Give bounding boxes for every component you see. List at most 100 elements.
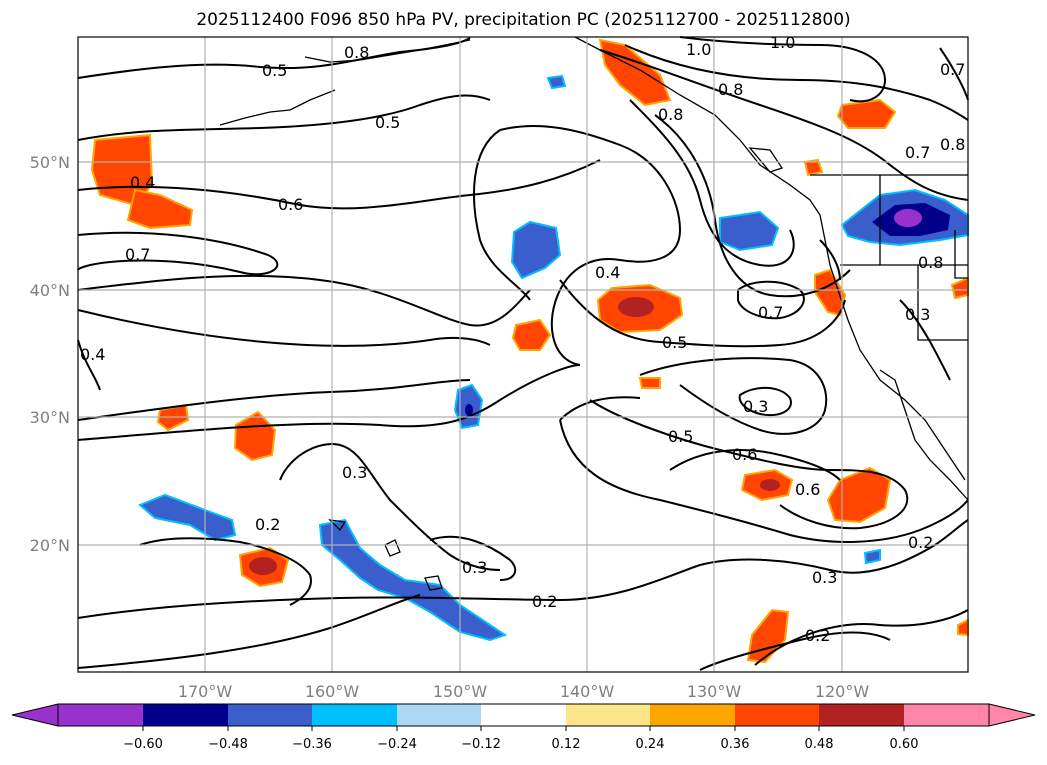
contour-label: 0.3 xyxy=(743,397,768,416)
lat-tick-label: 20°N xyxy=(30,536,70,555)
pv-contour xyxy=(899,299,951,381)
map-title: 2025112400 F096 850 hPa PV, precipitatio… xyxy=(196,10,851,30)
precip-positive-patch xyxy=(826,466,892,524)
pv-contour xyxy=(473,129,531,301)
pv-contour xyxy=(77,37,471,79)
colorbar-segment xyxy=(904,704,989,726)
precip-negative-patch xyxy=(138,493,237,542)
precip-negative-patch xyxy=(510,220,562,280)
contour-label: 0.6 xyxy=(732,445,757,464)
contour-label: 0.3 xyxy=(905,305,930,324)
colorbar-tick-label: 0.12 xyxy=(552,737,581,752)
contour-label: 0.8 xyxy=(344,43,369,62)
lon-tick-label: 150°W xyxy=(433,682,488,701)
island xyxy=(384,539,401,557)
pv-contour xyxy=(939,47,969,101)
precip-positive-core xyxy=(760,479,780,491)
contour-label: 0.5 xyxy=(375,113,400,132)
colorbar-tick-label: −0.60 xyxy=(123,737,163,752)
pv-contour xyxy=(279,443,501,571)
lon-tick-label: 170°W xyxy=(178,682,233,701)
map-frame xyxy=(77,36,969,673)
colorbar: −0.60 −0.48 −0.36 −0.24 −0.12 0.12 0.24 … xyxy=(11,703,1036,752)
precip-negative-patch xyxy=(719,210,780,252)
colorbar-segment xyxy=(566,704,650,726)
precip-negative-patch xyxy=(318,518,508,642)
pv-contour xyxy=(429,535,517,581)
colorbar-segment xyxy=(397,704,481,726)
precip-positive-patch xyxy=(803,158,824,177)
pv-contour xyxy=(77,594,421,669)
contour-label: 0.7 xyxy=(125,245,150,264)
contour-label: 0.2 xyxy=(255,515,280,534)
coastline xyxy=(219,89,336,126)
contour-label: 0.5 xyxy=(662,333,687,352)
pv-contour xyxy=(77,274,531,327)
contour-label: 1.0 xyxy=(770,33,795,52)
colorbar-tick-label: −0.12 xyxy=(461,737,501,752)
graticule xyxy=(78,37,968,672)
pv-contour xyxy=(819,239,841,281)
contour-label: 0.4 xyxy=(80,345,105,364)
colorbar-segment xyxy=(819,704,904,726)
pv-contour xyxy=(77,339,101,391)
colorbar-segment xyxy=(143,704,228,726)
precip-positive-patch xyxy=(950,276,969,300)
island xyxy=(328,519,347,532)
pv-contour xyxy=(559,396,641,421)
pv-contour xyxy=(754,609,969,666)
pv-contour xyxy=(77,159,601,210)
colorbar-segment xyxy=(481,704,566,726)
border xyxy=(954,230,968,279)
precip-positive-core xyxy=(249,557,277,575)
precip-negative-core xyxy=(465,404,473,416)
precip-positive-patch xyxy=(126,188,194,230)
pv-contour xyxy=(77,519,969,619)
precip-positive-core xyxy=(618,297,654,317)
colorbar-extend-high xyxy=(988,703,1036,727)
island xyxy=(748,147,784,173)
pv-contour xyxy=(77,364,581,441)
contour-label: 0.6 xyxy=(278,195,303,214)
lon-tick-labels: 170°W 160°W 150°W 140°W 130°W 120°W xyxy=(178,682,870,701)
pv-contour xyxy=(77,309,491,347)
precip-negative-extreme xyxy=(894,209,922,227)
pv-contour xyxy=(77,94,491,141)
colorbar-segment xyxy=(58,704,143,726)
precip-positive-patch xyxy=(233,410,277,462)
pv-contour xyxy=(589,399,909,530)
colorbar-segment xyxy=(735,704,819,726)
coastline xyxy=(304,39,471,63)
colorbar-tick-label: −0.36 xyxy=(292,737,332,752)
precip-negative-patch xyxy=(546,74,567,90)
colorbar-tick-label: 0.24 xyxy=(636,737,665,752)
pv-contours xyxy=(77,36,969,671)
colorbar-frame xyxy=(57,703,990,727)
lat-tick-label: 40°N xyxy=(30,281,70,300)
contour-label: 0.2 xyxy=(805,626,830,645)
colorbar-segment xyxy=(650,704,735,726)
contour-label: 0.8 xyxy=(658,105,683,124)
pv-contour xyxy=(559,419,969,543)
pv-contour xyxy=(738,386,792,416)
precip-positive-patch xyxy=(638,377,661,389)
pv-contour xyxy=(669,449,841,481)
colorbar-tick-label: 0.36 xyxy=(721,737,750,752)
precip-fills xyxy=(90,38,969,664)
colorbar-tick-label: −0.48 xyxy=(208,737,248,752)
pv-contour xyxy=(599,49,969,201)
precip-negative-patch xyxy=(863,548,881,565)
lon-tick-label: 140°W xyxy=(560,682,615,701)
colorbar-segment xyxy=(312,704,397,726)
contour-label: 0.6 xyxy=(795,480,820,499)
colorbar-tick-label: 0.60 xyxy=(890,737,919,752)
contour-label: 0.2 xyxy=(908,533,933,552)
colorbar-tick-label: 0.48 xyxy=(805,737,834,752)
contour-label: 0.8 xyxy=(940,135,965,154)
lat-tick-labels: 50°N 40°N 30°N 20°N xyxy=(30,153,70,555)
contour-labels: 0.8 0.5 0.5 1.0 1.0 0.8 0.7 0.8 0.8 0.7 … xyxy=(80,33,965,645)
precip-positive-patch xyxy=(746,608,790,664)
contour-label: 0.7 xyxy=(940,60,965,79)
pv-contour xyxy=(699,631,891,671)
lat-tick-label: 30°N xyxy=(30,408,70,427)
